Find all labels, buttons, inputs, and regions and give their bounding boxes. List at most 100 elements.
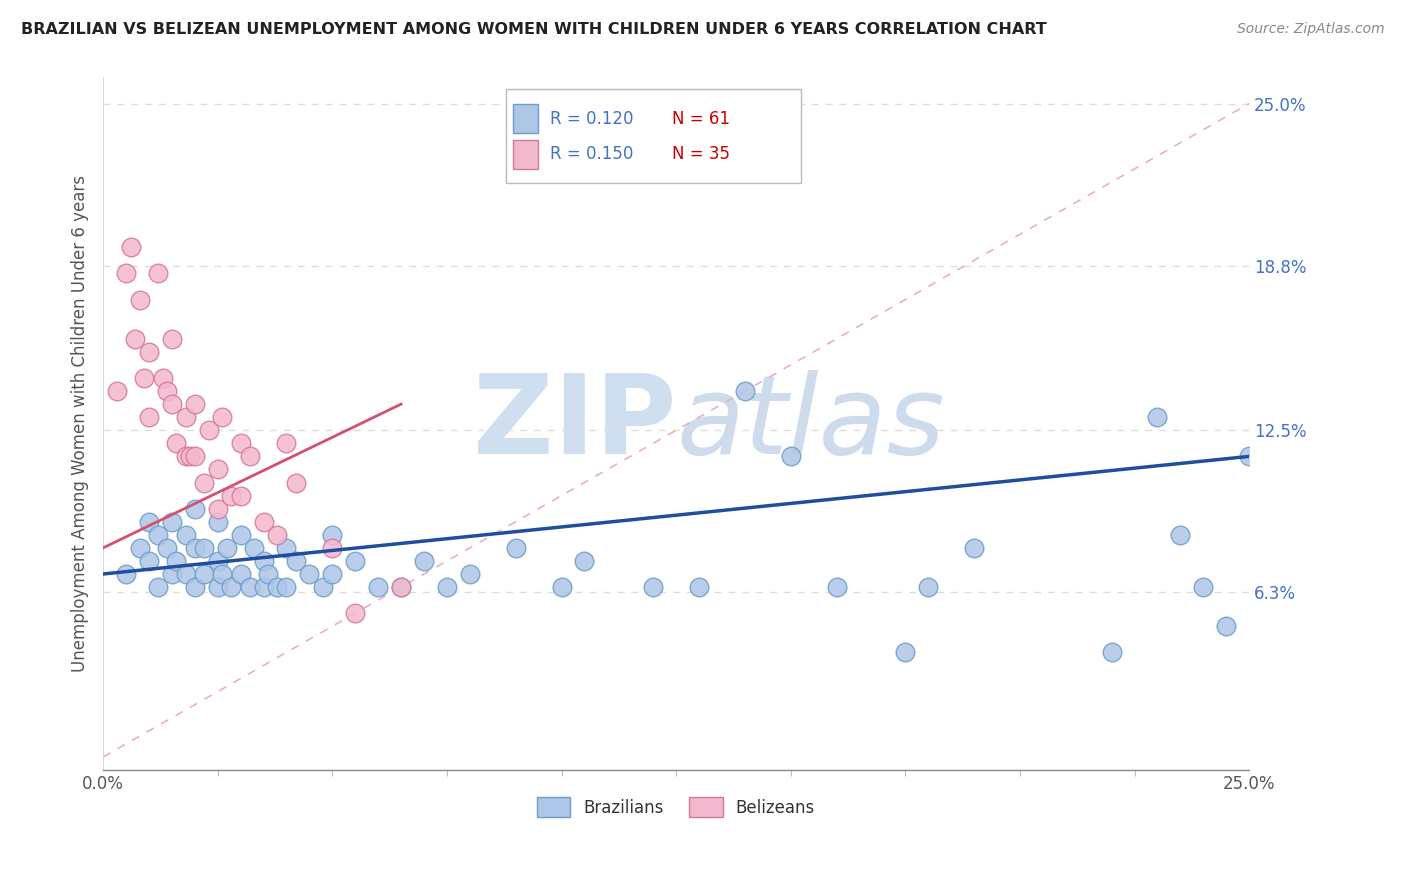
Brazilians — [298, 566, 321, 581]
Belizeans — [152, 371, 174, 385]
Brazilians — [284, 554, 307, 568]
Brazilians — [963, 541, 986, 555]
Brazilians — [894, 645, 917, 659]
Text: atlas: atlas — [676, 370, 945, 477]
Legend: Brazilians, Belizeans: Brazilians, Belizeans — [530, 790, 821, 824]
Belizeans — [160, 332, 183, 346]
Brazilians — [156, 541, 179, 555]
Belizeans — [138, 410, 160, 425]
Belizeans — [221, 489, 243, 503]
Brazilians — [193, 566, 215, 581]
Brazilians — [115, 566, 138, 581]
Belizeans — [156, 384, 179, 398]
Brazilians — [367, 580, 389, 594]
Brazilians — [643, 580, 665, 594]
Brazilians — [221, 580, 243, 594]
Y-axis label: Unemployment Among Women with Children Under 6 years: Unemployment Among Women with Children U… — [72, 175, 89, 673]
Text: N = 35: N = 35 — [672, 145, 730, 163]
Belizeans — [120, 240, 142, 254]
Brazilians — [413, 554, 436, 568]
Text: BRAZILIAN VS BELIZEAN UNEMPLOYMENT AMONG WOMEN WITH CHILDREN UNDER 6 YEARS CORRE: BRAZILIAN VS BELIZEAN UNEMPLOYMENT AMONG… — [21, 22, 1047, 37]
Brazilians — [779, 450, 801, 464]
Brazilians — [207, 580, 229, 594]
Belizeans — [174, 410, 197, 425]
Belizeans — [276, 436, 298, 450]
Brazilians — [184, 501, 207, 516]
Belizeans — [184, 397, 207, 411]
Belizeans — [115, 267, 138, 281]
Brazilians — [184, 541, 207, 555]
Brazilians — [436, 580, 458, 594]
Belizeans — [229, 436, 252, 450]
Belizeans — [146, 267, 169, 281]
Brazilians — [344, 554, 367, 568]
Belizeans — [166, 436, 188, 450]
Belizeans — [239, 450, 262, 464]
Brazilians — [825, 580, 848, 594]
Brazilians — [1146, 410, 1168, 425]
Brazilians — [1237, 450, 1260, 464]
Text: R = 0.120: R = 0.120 — [550, 110, 633, 128]
Text: ZIP: ZIP — [472, 370, 676, 477]
Brazilians — [252, 580, 274, 594]
Brazilians — [252, 554, 274, 568]
Brazilians — [1170, 528, 1192, 542]
Brazilians — [574, 554, 596, 568]
Text: Source: ZipAtlas.com: Source: ZipAtlas.com — [1237, 22, 1385, 37]
Belizeans — [211, 410, 233, 425]
Belizeans — [124, 332, 146, 346]
Text: R = 0.150: R = 0.150 — [550, 145, 633, 163]
Brazilians — [458, 566, 481, 581]
Brazilians — [257, 566, 280, 581]
Brazilians — [1192, 580, 1215, 594]
Brazilians — [266, 580, 288, 594]
Brazilians — [146, 580, 169, 594]
Brazilians — [146, 528, 169, 542]
Belizeans — [266, 528, 288, 542]
Brazilians — [550, 580, 572, 594]
Brazilians — [174, 566, 197, 581]
Brazilians — [917, 580, 939, 594]
Belizeans — [105, 384, 128, 398]
Belizeans — [193, 475, 215, 490]
Belizeans — [207, 501, 229, 516]
Brazilians — [229, 566, 252, 581]
Brazilians — [207, 554, 229, 568]
Brazilians — [160, 566, 183, 581]
Belizeans — [160, 397, 183, 411]
Belizeans — [138, 344, 160, 359]
Brazilians — [276, 580, 298, 594]
Belizeans — [197, 423, 219, 437]
Brazilians — [193, 541, 215, 555]
Belizeans — [389, 580, 412, 594]
Belizeans — [128, 293, 150, 307]
Brazilians — [211, 566, 233, 581]
Brazilians — [1215, 619, 1237, 633]
Brazilians — [1101, 645, 1123, 659]
Brazilians — [184, 580, 207, 594]
Brazilians — [207, 515, 229, 529]
Belizeans — [284, 475, 307, 490]
Text: N = 61: N = 61 — [672, 110, 730, 128]
Brazilians — [505, 541, 527, 555]
Brazilians — [734, 384, 756, 398]
Belizeans — [344, 606, 367, 620]
Brazilians — [229, 528, 252, 542]
Belizeans — [207, 462, 229, 476]
Brazilians — [243, 541, 266, 555]
Brazilians — [276, 541, 298, 555]
Brazilians — [239, 580, 262, 594]
Brazilians — [166, 554, 188, 568]
Belizeans — [134, 371, 156, 385]
Brazilians — [138, 554, 160, 568]
Belizeans — [174, 450, 197, 464]
Belizeans — [252, 515, 274, 529]
Brazilians — [128, 541, 150, 555]
Brazilians — [389, 580, 412, 594]
Brazilians — [174, 528, 197, 542]
Brazilians — [688, 580, 710, 594]
Brazilians — [321, 566, 343, 581]
Brazilians — [160, 515, 183, 529]
Brazilians — [312, 580, 335, 594]
Brazilians — [215, 541, 238, 555]
